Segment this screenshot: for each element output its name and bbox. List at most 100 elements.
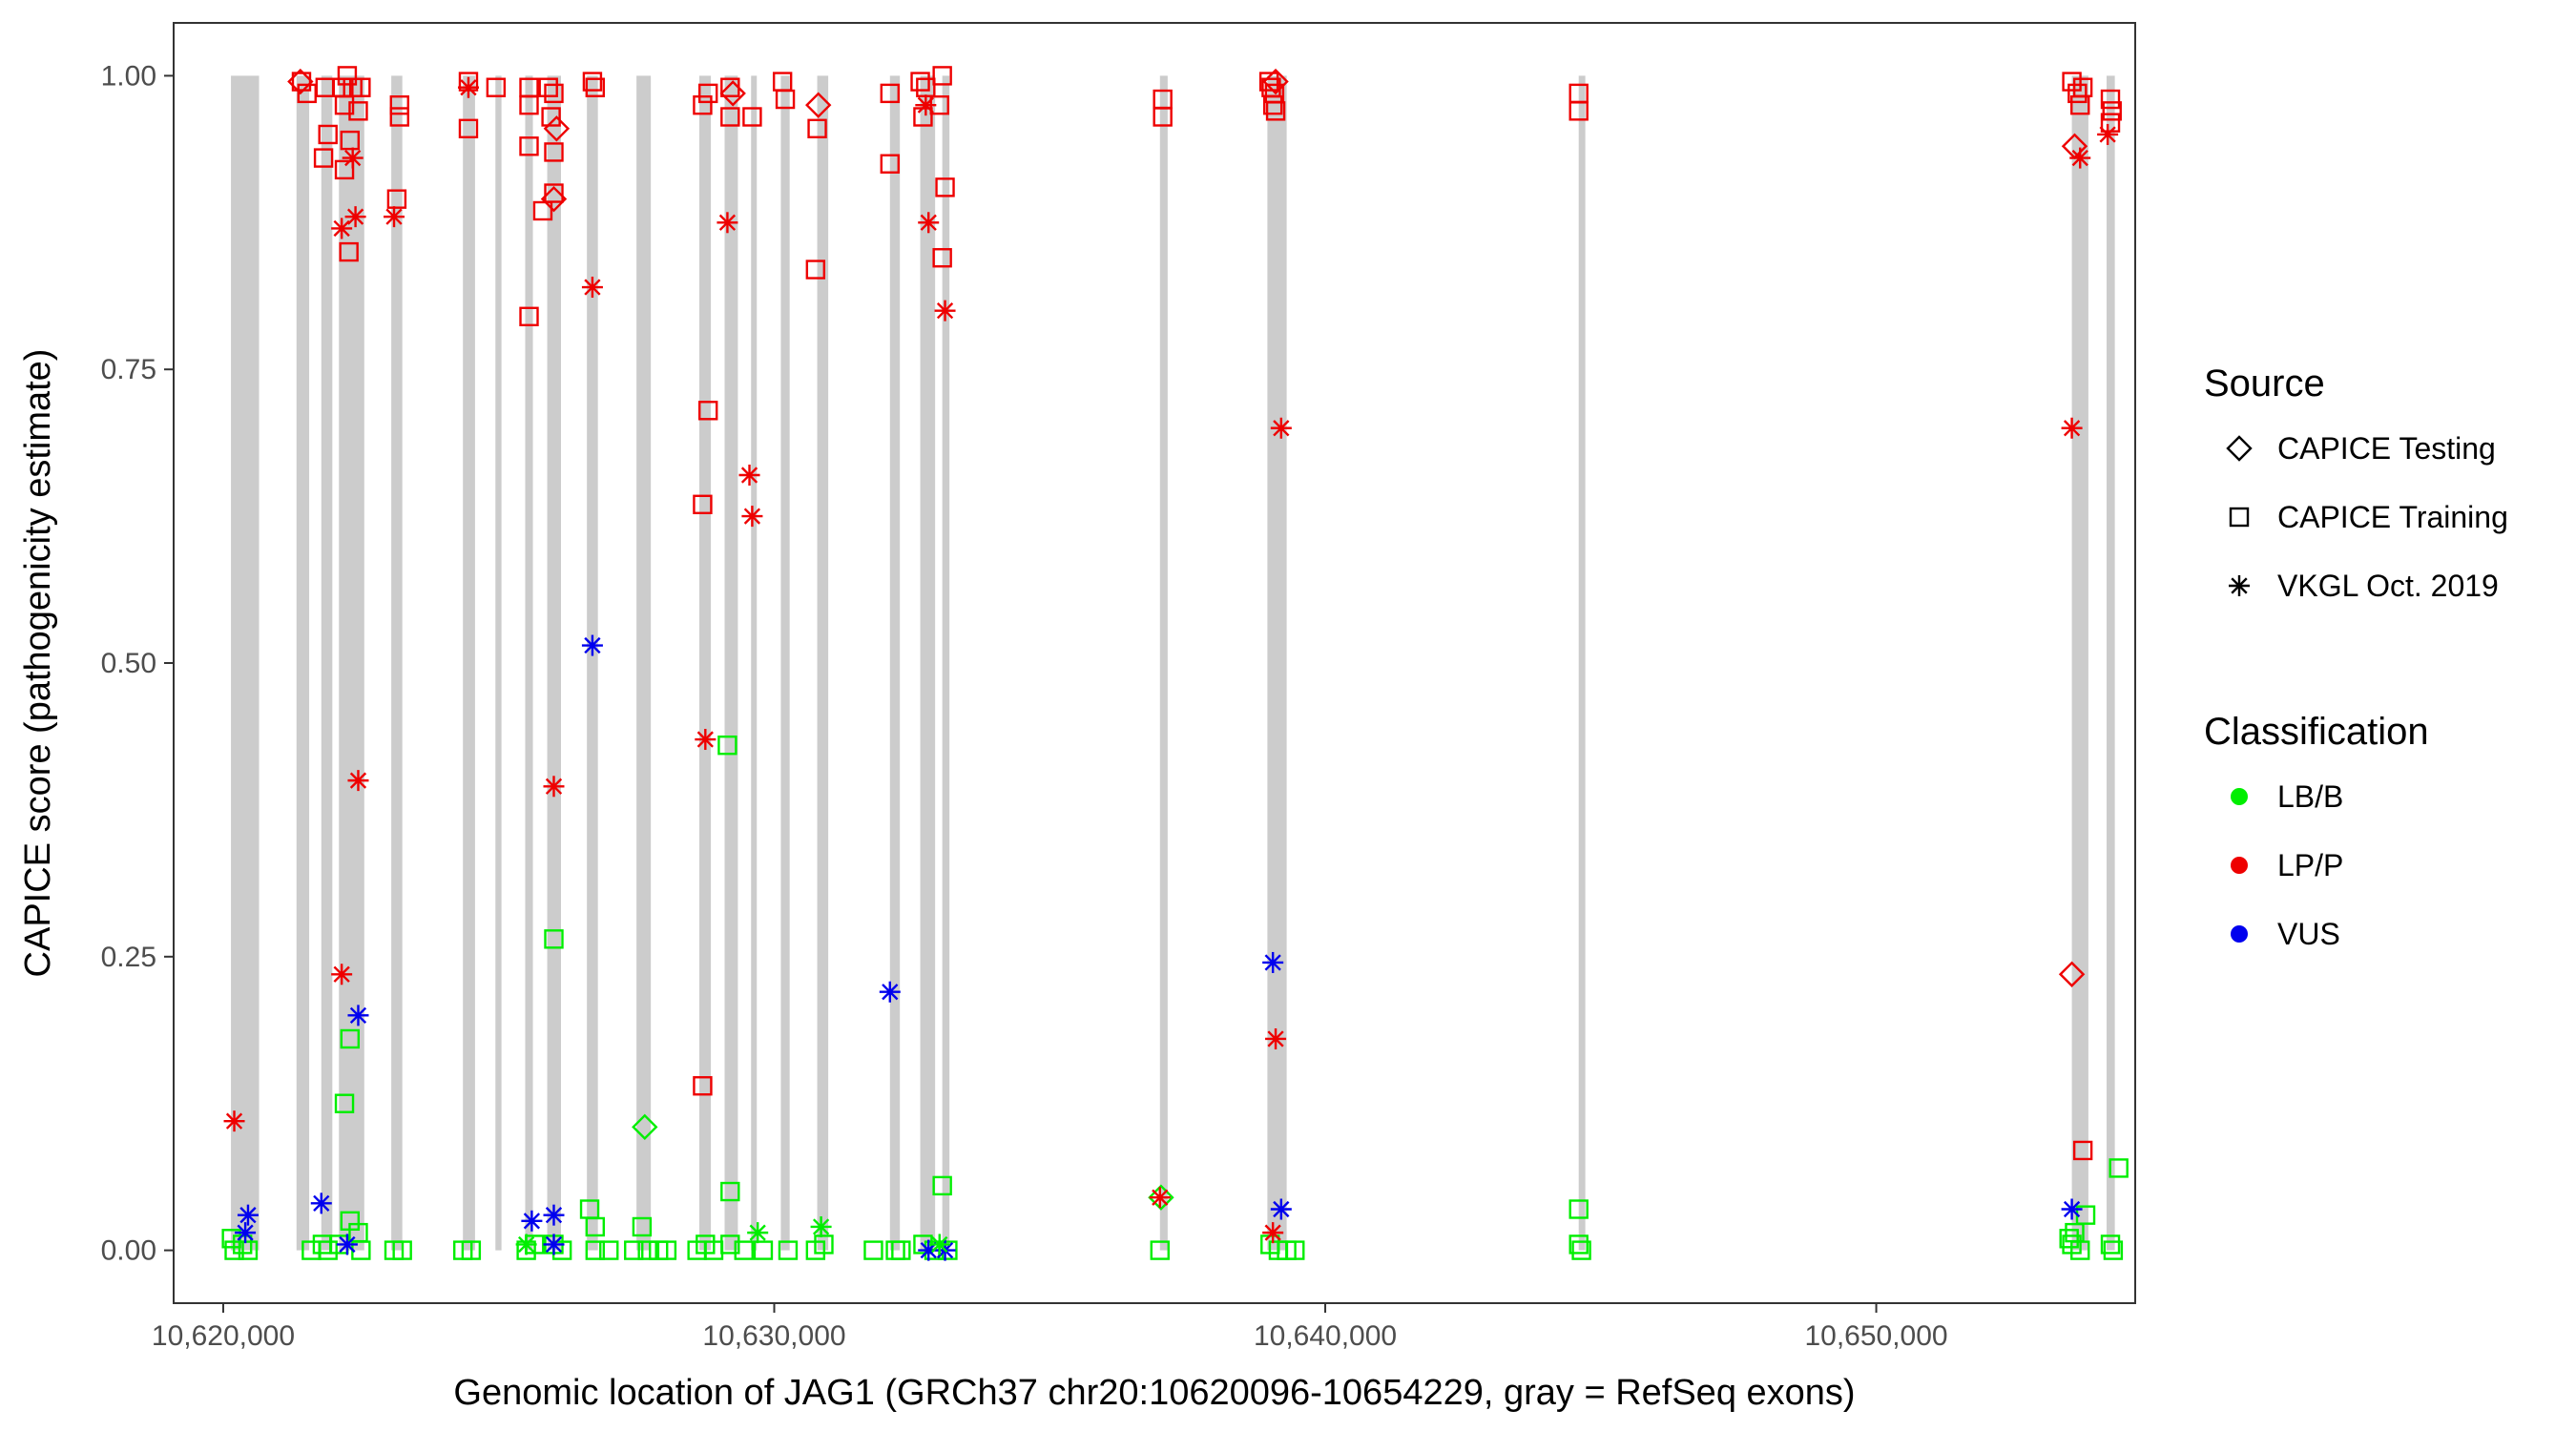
- data-point: [543, 776, 565, 798]
- data-point: [521, 1210, 543, 1232]
- exon-band: [817, 75, 829, 1251]
- data-point: [928, 1234, 950, 1255]
- data-point: [347, 1005, 369, 1027]
- data-point: [1270, 1198, 1292, 1220]
- data-point: [693, 94, 713, 115]
- data-point: [486, 77, 507, 97]
- exon-band: [495, 75, 502, 1251]
- data-point: [2100, 1234, 2121, 1255]
- data-point: [693, 494, 713, 514]
- data-point: [695, 729, 717, 751]
- data-point: [541, 107, 561, 127]
- data-point: [1150, 1240, 1170, 1260]
- legend-source-key: [2229, 575, 2250, 596]
- legend-class-title: Classification: [2204, 711, 2429, 753]
- exon-band: [698, 75, 712, 1251]
- legend-class-key: [2231, 857, 2248, 874]
- exon-band: [2071, 75, 2088, 1251]
- data-point: [891, 1240, 911, 1260]
- data-point: [519, 94, 539, 115]
- data-point: [717, 735, 737, 756]
- data-point: [351, 77, 371, 97]
- data-point: [1149, 1187, 1171, 1209]
- exon-band: [751, 75, 758, 1251]
- data-point: [2067, 83, 2088, 104]
- data-point: [2109, 1158, 2129, 1178]
- data-point: [515, 1234, 537, 1255]
- data-point: [2070, 1240, 2090, 1260]
- exon-band: [547, 75, 562, 1251]
- legend-class-label: LB/B: [2277, 779, 2343, 814]
- data-point: [581, 277, 603, 299]
- data-point: [2070, 94, 2090, 115]
- data-point: [2061, 1198, 2083, 1220]
- data-point: [734, 1240, 754, 1260]
- x-tick-label: 10,650,000: [1804, 1320, 1947, 1352]
- data-point: [880, 154, 900, 174]
- data-point: [1262, 94, 1283, 115]
- legend-source-key: [2229, 507, 2250, 528]
- data-point: [742, 107, 762, 127]
- legend: Source Classification CAPICE TestingCAPI…: [2204, 363, 2508, 951]
- x-tick-label: 10,620,000: [152, 1320, 295, 1352]
- data-point: [223, 1110, 245, 1132]
- axis-layer: 10,620,000 10,630,000 10,640,000 10,650,000…: [101, 60, 1948, 1352]
- exon-band: [321, 75, 333, 1251]
- data-point: [543, 1204, 565, 1226]
- data-point: [291, 72, 312, 92]
- data-point: [810, 1215, 832, 1237]
- legend-class-key: [2231, 788, 2248, 805]
- data-point: [2097, 123, 2119, 145]
- data-point: [334, 159, 355, 180]
- legend-class-key: [2231, 925, 2248, 943]
- exon-band: [296, 75, 310, 1251]
- data-point: [932, 66, 952, 86]
- data-point: [1258, 72, 1279, 92]
- exon-layer: [231, 75, 2115, 1251]
- legend-items: CAPICE Testing CAPICE Training VKGL Oct. 2…: [2226, 431, 2508, 951]
- legend-class-label: LP/P: [2277, 848, 2343, 882]
- data-point: [698, 83, 718, 104]
- data-point: [457, 76, 479, 98]
- exon-band: [889, 75, 901, 1251]
- y-tick-label: 0.50: [101, 648, 156, 679]
- data-point: [313, 148, 334, 168]
- data-point: [519, 136, 539, 156]
- data-point: [1264, 83, 1285, 104]
- exon-band: [1578, 75, 1586, 1251]
- data-point: [910, 72, 930, 92]
- data-point: [624, 1240, 644, 1260]
- data-point: [1262, 68, 1289, 95]
- data-point: [340, 1028, 361, 1049]
- legend-source-title: Source: [2204, 363, 2325, 404]
- exon-band: [780, 75, 790, 1251]
- exon-band: [1159, 75, 1168, 1251]
- exon-band: [724, 75, 738, 1251]
- legend-source-label: VKGL Oct. 2019: [2277, 569, 2499, 603]
- y-tick-label: 0.75: [101, 354, 156, 385]
- exon-band: [1267, 75, 1287, 1251]
- data-point: [1265, 1027, 1287, 1049]
- data-point: [342, 147, 364, 169]
- data-point: [1568, 1234, 1589, 1255]
- exon-band: [391, 75, 403, 1251]
- exon-band: [231, 75, 260, 1251]
- data-point: [1568, 1199, 1589, 1219]
- data-point: [458, 118, 479, 139]
- y-axis-title: CAPICE score (pathogenicity estimate): [18, 349, 58, 978]
- data-point: [581, 634, 603, 656]
- data-point: [238, 1240, 259, 1260]
- data-point: [2100, 89, 2121, 110]
- data-point: [544, 83, 564, 104]
- data-point: [519, 306, 539, 326]
- data-point: [1262, 1222, 1284, 1244]
- data-point: [543, 1234, 565, 1255]
- data-point: [1571, 1240, 1591, 1260]
- legend-source-label: CAPICE Testing: [2277, 431, 2496, 466]
- data-point: [2069, 147, 2091, 169]
- data-point: [1148, 1184, 1174, 1211]
- data-point: [331, 964, 353, 985]
- data-point: [814, 1234, 834, 1255]
